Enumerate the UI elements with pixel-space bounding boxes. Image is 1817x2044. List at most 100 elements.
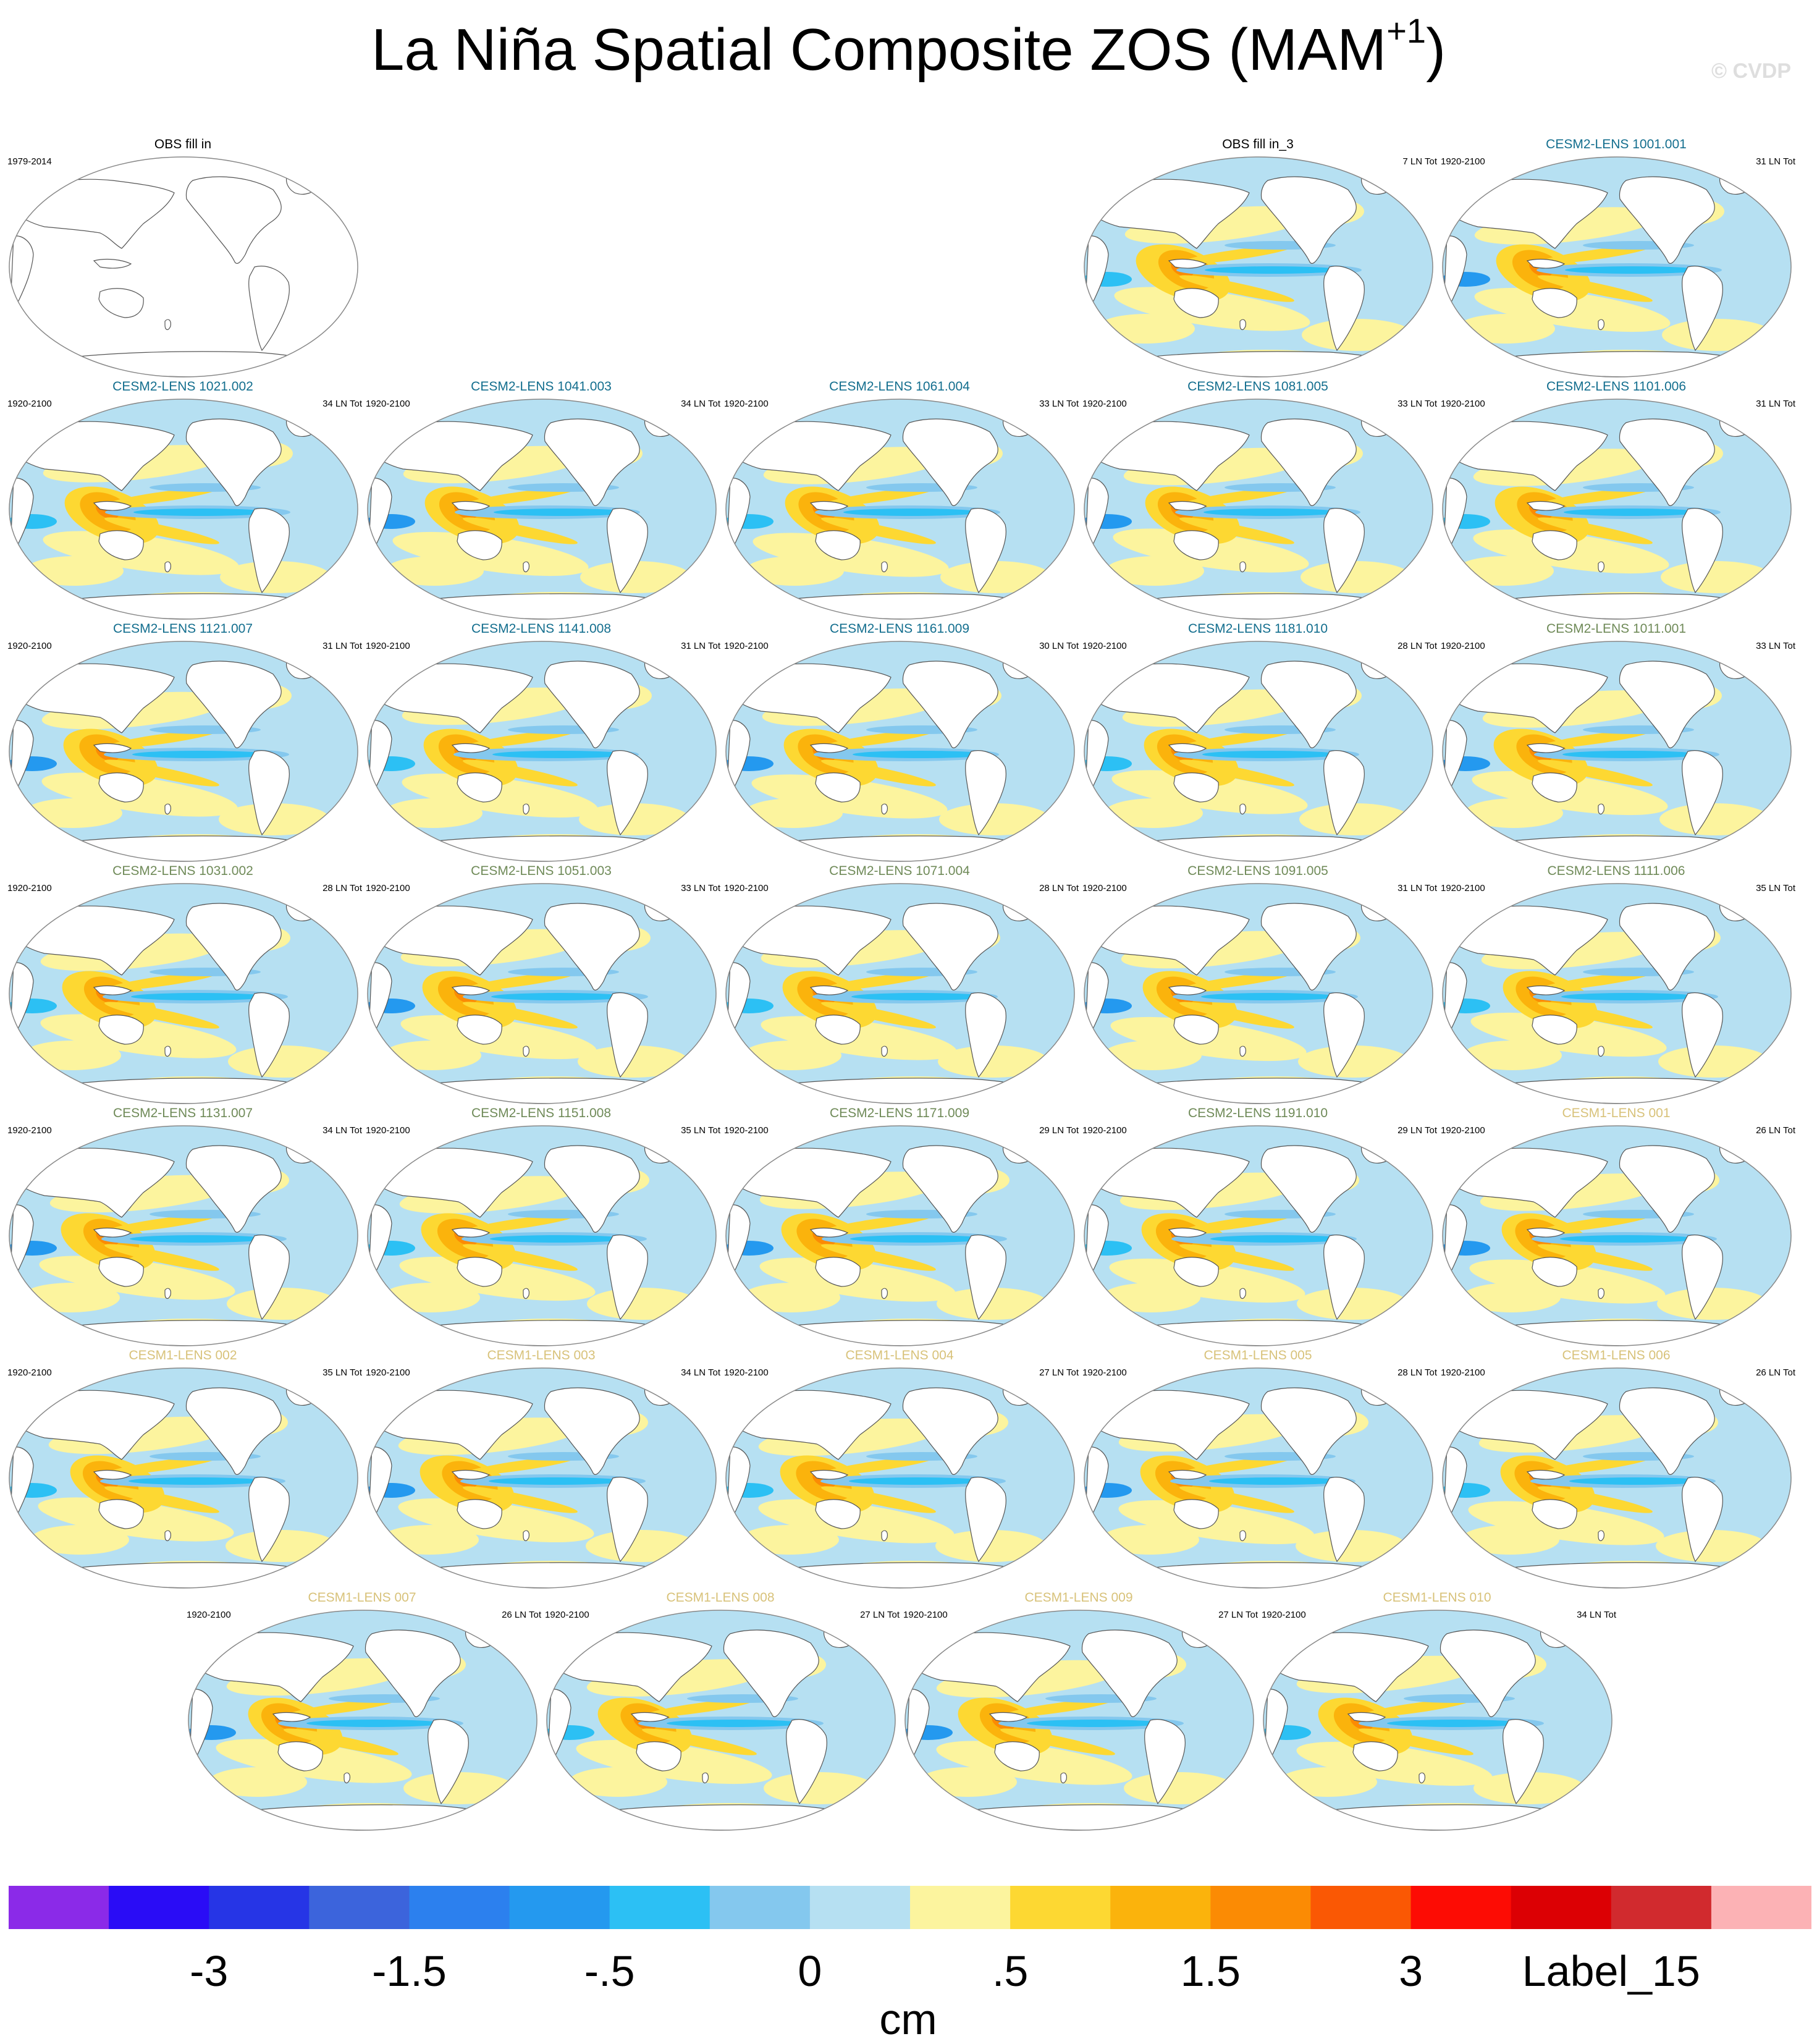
colorbar-swatch [609, 1886, 710, 1929]
land-indonesia [1527, 1470, 1564, 1480]
warm-tongue-north [106, 730, 217, 748]
map-panel: CESM1-LENS 004 1920-2100 27 LN Tot [720, 1348, 1079, 1590]
equatorial-cold-core [1210, 1235, 1346, 1243]
panel-year-range: 1920-2100 [1082, 399, 1127, 409]
equatorial-cold-core [489, 1477, 625, 1485]
land-indonesia [1169, 1228, 1206, 1238]
coastline-asia [550, 1632, 712, 1702]
map-plot [725, 883, 1075, 1104]
positive-patch-indian [1278, 1767, 1377, 1797]
equatorial-cold-core [1564, 509, 1700, 516]
land-indonesia [1169, 1470, 1206, 1480]
positive-patch-indian [745, 556, 844, 586]
land-asia [1447, 906, 1608, 975]
map-panel: CESM2-LENS 1021.002 1920-2100 34 LN Tot [4, 379, 362, 622]
positive-patch-south-atlantic [578, 1045, 689, 1078]
panel-year-range: 1920-2100 [187, 1610, 231, 1620]
map-field [9, 399, 358, 620]
map-field [1442, 1125, 1791, 1346]
coastline-australia [636, 1741, 681, 1772]
coastline-namerica [1440, 1629, 1536, 1717]
land-africa [369, 1446, 392, 1513]
coastline-samerica [248, 750, 290, 836]
equatorial-cold-core [1562, 751, 1698, 758]
positive-patch-south-atlantic [938, 1045, 1049, 1078]
land-africa [369, 720, 392, 787]
colorbar-tick-label: 3 [1399, 1947, 1423, 1995]
land-nz [165, 562, 171, 572]
coastline-samerica [248, 508, 290, 594]
panel-title: CESM2-LENS 1171.009 [829, 1106, 970, 1120]
map-plot [1084, 156, 1433, 378]
land-samerica [1682, 1477, 1723, 1561]
land-indonesia [94, 743, 131, 753]
coastline-namerica [185, 176, 282, 264]
map-frame [1442, 1125, 1792, 1346]
positive-band-south [761, 1016, 957, 1060]
warm-tongue-south [463, 1244, 578, 1271]
warm-tongue-south [463, 1002, 578, 1029]
land-samerica [965, 750, 1006, 835]
map-plot [1442, 399, 1792, 620]
panel-year-range: 1920-2100 [366, 1367, 410, 1378]
map-panel: CESM2-LENS 1161.009 1920-2100 30 LN Tot [720, 622, 1079, 864]
coastline-asia [1088, 1390, 1250, 1460]
coastline-namerica [902, 661, 998, 748]
warm-tongue-south [1538, 517, 1653, 544]
coastline-indonesia [1526, 258, 1566, 269]
land-africa [11, 1446, 33, 1513]
land-indonesia [1527, 986, 1564, 995]
land-samerica [248, 1477, 290, 1561]
map-panel: CESM2-LENS 1091.005 1920-2100 31 LN Tot [1079, 864, 1437, 1106]
warm-tongue-north [1360, 1699, 1472, 1717]
coastline-asia [13, 421, 175, 491]
map-frame [1442, 156, 1792, 378]
colorbar-swatch [1511, 1886, 1612, 1929]
panel-year-range: 1920-2100 [366, 399, 410, 409]
land-australia [1174, 1499, 1219, 1529]
coastline-nz [344, 1772, 350, 1784]
land-australia [1532, 288, 1577, 318]
land-asia [1447, 421, 1608, 491]
coastline-indonesia [451, 1469, 491, 1480]
panel-title: CESM2-LENS 1031.002 [112, 864, 253, 878]
land-nz [882, 1288, 888, 1299]
panel-title: CESM1-LENS 007 [308, 1590, 416, 1605]
map-plot [1084, 1125, 1433, 1346]
panel-year-range: 1920-2100 [903, 1610, 948, 1620]
coastline-samerica [1323, 508, 1365, 594]
coastline-australia [994, 1741, 1040, 1772]
land-africa [11, 962, 33, 1029]
coastline-namerica [544, 661, 640, 748]
land-samerica [1503, 1719, 1544, 1804]
coastline-samerica [965, 508, 1006, 594]
land-nz [523, 1288, 529, 1299]
coastline-indonesia [451, 1227, 491, 1238]
coastline-asia [730, 663, 892, 733]
title-superscript: +1 [1386, 11, 1427, 50]
map-panel: CESM2-LENS 1121.007 1920-2100 31 LN Tot [4, 622, 362, 864]
panel-event-count: 34 LN Tot [1577, 1610, 1616, 1620]
panel-year-range: 1920-2100 [1082, 1125, 1127, 1136]
map-panel: OBS fill in 1979-2014 [4, 137, 362, 379]
coastline-samerica [965, 992, 1006, 1078]
land-australia [1174, 288, 1219, 318]
land-africa [369, 478, 392, 544]
land-africa [1444, 478, 1467, 544]
map-frame [1084, 1367, 1433, 1589]
equatorial-cold-core [1561, 993, 1697, 1000]
panel-event-count: 35 LN Tot [1756, 883, 1795, 893]
coastline-indonesia [451, 985, 491, 995]
colorbar-tick-label: Label_15 [1522, 1947, 1700, 1995]
map-plot [1442, 156, 1792, 378]
positive-patch-indian [1463, 1041, 1562, 1070]
coastline-nz [881, 1288, 888, 1299]
map-field [725, 883, 1074, 1104]
land-indonesia [452, 986, 489, 995]
positive-patch-south-atlantic [1662, 319, 1773, 351]
coastline-australia [1173, 772, 1219, 803]
coastline-nz [164, 1288, 171, 1299]
land-indonesia [452, 501, 489, 511]
panel-title: CESM2-LENS 1101.006 [1546, 379, 1687, 394]
warm-tongue-south [821, 1244, 936, 1271]
